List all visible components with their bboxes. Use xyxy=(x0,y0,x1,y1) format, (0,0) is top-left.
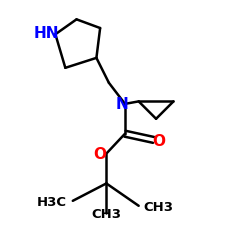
Text: O: O xyxy=(152,134,165,149)
Text: HN: HN xyxy=(34,26,60,40)
Text: CH3: CH3 xyxy=(91,208,121,222)
Text: CH3: CH3 xyxy=(144,201,174,214)
Text: N: N xyxy=(116,97,128,112)
Text: O: O xyxy=(94,147,107,162)
Text: H3C: H3C xyxy=(36,196,66,209)
